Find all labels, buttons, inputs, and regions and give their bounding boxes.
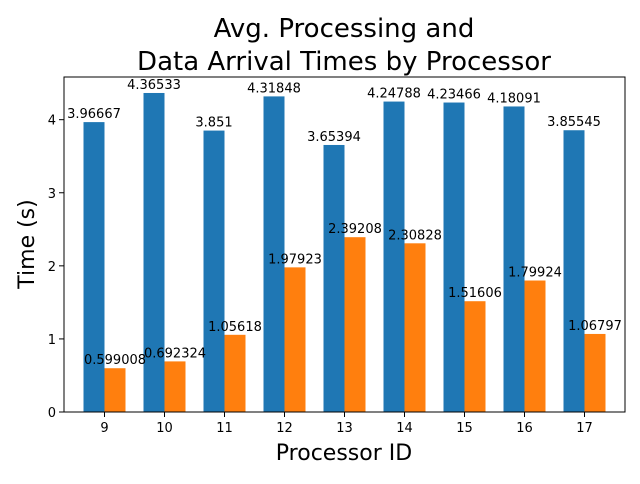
bar-series-2-cat-9 (104, 368, 126, 412)
x-tick-label-9: 9 (100, 421, 108, 436)
x-axis-label: Processor ID (276, 441, 412, 466)
data-label-series-2-cat-15: 1.51606 (448, 286, 502, 301)
data-label-series-1-cat-10: 4.36533 (127, 78, 181, 93)
bar-series-2-cat-12 (284, 267, 306, 412)
plot-frame (63, 76, 626, 413)
chart-title-line-2: Data Arrival Times by Processor (137, 47, 551, 77)
bar-series-2-cat-13 (344, 237, 366, 412)
data-label-series-1-cat-14: 4.24788 (367, 87, 421, 102)
x-tick-label-14: 14 (396, 421, 413, 436)
data-label-series-2-cat-12: 1.97923 (268, 252, 322, 267)
data-label-series-1-cat-17: 3.85545 (547, 115, 601, 130)
bar-series-2-cat-14 (404, 243, 426, 412)
y-tick-label-0: 0 (48, 406, 56, 421)
chart-title: Avg. Processing and Data Arrival Times b… (137, 14, 551, 77)
data-label-series-1-cat-15: 4.23466 (427, 88, 481, 103)
x-tick-label-11: 11 (216, 421, 233, 436)
chart-title-line-1: Avg. Processing and (214, 14, 475, 44)
bar-series-2-cat-17 (584, 333, 606, 412)
data-label-series-1-cat-16: 4.18091 (487, 91, 541, 106)
data-label-series-1-cat-13: 3.65394 (307, 130, 361, 145)
y-axis-label: Time (s) (15, 199, 40, 289)
x-tick-label-17: 17 (576, 421, 593, 436)
data-label-series-2-cat-13: 2.39208 (328, 222, 382, 237)
bar-series-1-cat-16 (503, 106, 525, 413)
x-tick-label-12: 12 (276, 421, 293, 436)
data-label-series-2-cat-10: 0.692324 (144, 346, 206, 361)
bar-series-2-cat-10 (164, 361, 186, 412)
bar-series-1-cat-13 (323, 144, 345, 412)
data-label-series-2-cat-14: 2.30828 (388, 228, 442, 243)
bar-series-1-cat-10 (143, 92, 165, 412)
data-label-series-2-cat-11: 1.05618 (208, 320, 262, 335)
y-tick-label-3: 3 (48, 187, 56, 202)
y-tick-label-2: 2 (48, 260, 56, 275)
x-tick-label-10: 10 (156, 421, 173, 436)
bar-series-1-cat-9 (83, 122, 105, 413)
data-label-series-1-cat-9: 3.96667 (67, 107, 121, 122)
data-label-series-2-cat-17: 1.06797 (568, 319, 622, 334)
bar-series-1-cat-17 (563, 130, 585, 413)
bar-series-2-cat-15 (464, 301, 486, 412)
data-label-series-2-cat-16: 1.79924 (508, 266, 562, 281)
x-tick-label-15: 15 (456, 421, 473, 436)
data-label-series-2-cat-9: 0.599008 (84, 353, 146, 368)
bar-series-2-cat-16 (524, 280, 546, 412)
x-tick-label-16: 16 (516, 421, 533, 436)
data-labels-layer: 3.96667 0.599008 4.36533 0.692324 3.851 1.056… (67, 78, 622, 368)
bar-series-1-cat-15 (443, 102, 465, 412)
x-tick-label-13: 13 (336, 421, 353, 436)
bars-layer (83, 92, 606, 413)
y-tick-label-1: 1 (48, 333, 56, 348)
bar-series-1-cat-12 (263, 96, 285, 413)
data-label-series-1-cat-12: 4.31848 (247, 81, 301, 96)
bar-series-2-cat-11 (224, 334, 246, 412)
bar-series-1-cat-14 (383, 101, 405, 412)
bar-series-1-cat-11 (203, 130, 225, 412)
y-tick-label-4: 4 (48, 114, 56, 129)
data-label-series-1-cat-11: 3.851 (195, 116, 232, 131)
